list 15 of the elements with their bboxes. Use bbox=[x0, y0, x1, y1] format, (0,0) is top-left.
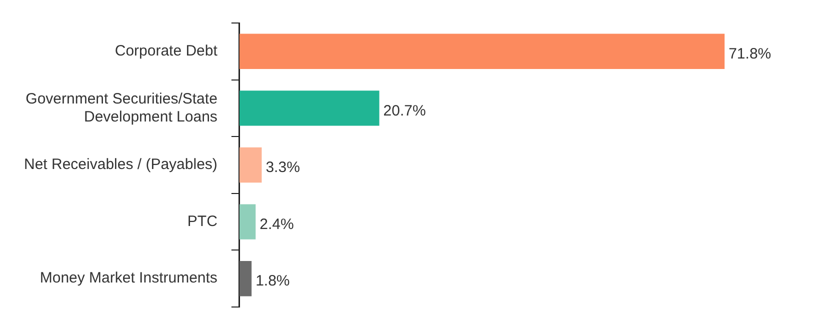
y-tick-label: PTC bbox=[187, 212, 218, 230]
data-label: 3.3% bbox=[266, 159, 300, 176]
y-tick-label: Money Market Instruments bbox=[40, 270, 218, 287]
bar bbox=[239, 90, 380, 126]
bar bbox=[239, 204, 256, 240]
bar bbox=[239, 147, 262, 183]
bar bbox=[239, 34, 725, 70]
data-label: 71.8% bbox=[728, 46, 772, 63]
data-label: 2.4% bbox=[260, 216, 294, 233]
data-label: 1.8% bbox=[256, 272, 290, 290]
bar bbox=[239, 260, 252, 296]
y-tick-label: Government Securities/State Development Loans bbox=[26, 90, 218, 126]
y-tick-label: Net Receivables / (Payables) bbox=[24, 156, 218, 174]
data-label: 20.7% bbox=[383, 102, 426, 120]
y-tick-label: Corporate Debt bbox=[114, 42, 218, 60]
